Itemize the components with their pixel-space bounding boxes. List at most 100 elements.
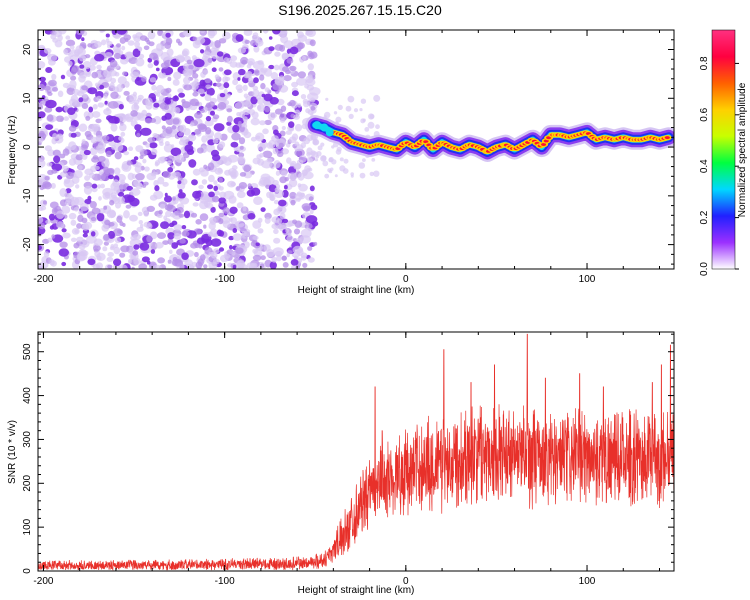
noise-dot <box>164 195 172 203</box>
noise-dot <box>306 84 315 91</box>
noise-dot <box>54 30 62 38</box>
noise-dot <box>271 216 280 223</box>
noise-dot <box>157 176 165 185</box>
noise-dot <box>141 76 147 82</box>
noise-dot <box>145 223 153 230</box>
noise-dot <box>116 30 127 35</box>
noise-dot <box>107 101 119 109</box>
noise-dot <box>192 36 198 41</box>
noise-dot <box>207 30 216 39</box>
y-tick-label: 300 <box>22 431 33 448</box>
noise-dot <box>81 223 90 231</box>
noise-dot <box>237 156 246 165</box>
noise-dot <box>102 135 110 141</box>
noise-dot <box>201 135 208 143</box>
noise-dot <box>219 93 226 98</box>
noise-dot <box>107 115 119 124</box>
noise-dot <box>178 92 186 98</box>
noise-dot <box>213 123 225 132</box>
noise-dot <box>375 124 380 130</box>
noise-dot <box>91 71 98 79</box>
noise-dot <box>274 76 285 86</box>
noise-dot <box>117 196 125 205</box>
noise-dot <box>133 156 139 161</box>
noise-dot <box>252 235 259 241</box>
noise-dot <box>261 93 266 98</box>
noise-dot <box>360 98 367 104</box>
noise-dot <box>259 120 266 126</box>
noise-dot <box>242 206 247 212</box>
noise-dot <box>137 97 142 102</box>
noise-dot <box>217 102 227 110</box>
noise-dot <box>283 75 292 82</box>
noise-dot <box>264 106 271 113</box>
noise-dot <box>45 99 57 109</box>
noise-dot <box>330 167 334 171</box>
noise-dot <box>213 233 218 238</box>
noise-dot <box>373 170 380 177</box>
noise-dot <box>183 84 193 91</box>
noise-dot <box>238 182 248 189</box>
noise-dot <box>241 59 247 65</box>
noise-dot <box>172 95 179 102</box>
noise-dot <box>274 189 284 198</box>
noise-dot <box>296 197 301 202</box>
noise-dot <box>162 72 166 78</box>
noise-dot <box>91 183 98 189</box>
noise-dot <box>230 141 239 148</box>
noise-dot <box>81 153 88 160</box>
noise-dot <box>71 49 77 54</box>
noise-dot <box>368 113 375 120</box>
noise-dot <box>175 54 185 63</box>
noise-dot <box>335 116 342 123</box>
noise-dot <box>78 210 84 215</box>
noise-dot <box>113 246 121 255</box>
noise-dot <box>192 202 199 207</box>
noise-dot <box>135 57 145 67</box>
noise-dot <box>268 64 275 70</box>
noise-dot <box>252 239 258 245</box>
noise-dot <box>167 76 172 82</box>
noise-dot <box>175 154 184 163</box>
noise-dot <box>147 63 154 69</box>
noise-dot <box>273 237 281 244</box>
noise-dot <box>119 123 127 132</box>
noise-dot <box>134 41 141 48</box>
noise-dot <box>172 79 180 86</box>
noise-dot <box>268 46 275 52</box>
noise-dot <box>296 77 307 86</box>
noise-dot <box>215 82 222 88</box>
noise-dot <box>47 149 55 157</box>
noise-dot <box>203 224 207 229</box>
noise-dot <box>138 53 145 60</box>
noise-dot <box>292 245 304 254</box>
noise-dot <box>167 232 175 240</box>
noise-dot <box>122 194 134 203</box>
noise-dot <box>252 220 262 229</box>
noise-dot <box>70 67 77 75</box>
noise-dot <box>181 50 188 57</box>
noise-dot <box>102 192 111 200</box>
noise-dot <box>157 232 166 240</box>
noise-dot <box>161 125 166 130</box>
noise-dot <box>136 132 141 138</box>
noise-dot <box>144 166 150 172</box>
noise-dot <box>213 185 218 192</box>
noise-dot <box>234 101 245 110</box>
noise-dot <box>50 182 56 189</box>
snr-panel: -200 -100 0 100 0 100 200 300 400 500 Height of … <box>7 331 675 596</box>
noise-dot <box>181 252 189 260</box>
noise-dot <box>300 94 307 100</box>
noise-dot <box>143 211 149 217</box>
x-tick-label: -200 <box>33 576 53 587</box>
noise-dot <box>290 259 299 266</box>
noise-dot <box>279 44 286 52</box>
noise-dot <box>237 191 246 199</box>
noise-dot <box>81 85 88 91</box>
noise-dot <box>76 223 82 229</box>
noise-dot <box>55 115 64 122</box>
noise-dot <box>285 228 290 234</box>
noise-dot <box>297 31 304 38</box>
noise-dot <box>75 154 84 161</box>
noise-dot <box>93 238 103 247</box>
